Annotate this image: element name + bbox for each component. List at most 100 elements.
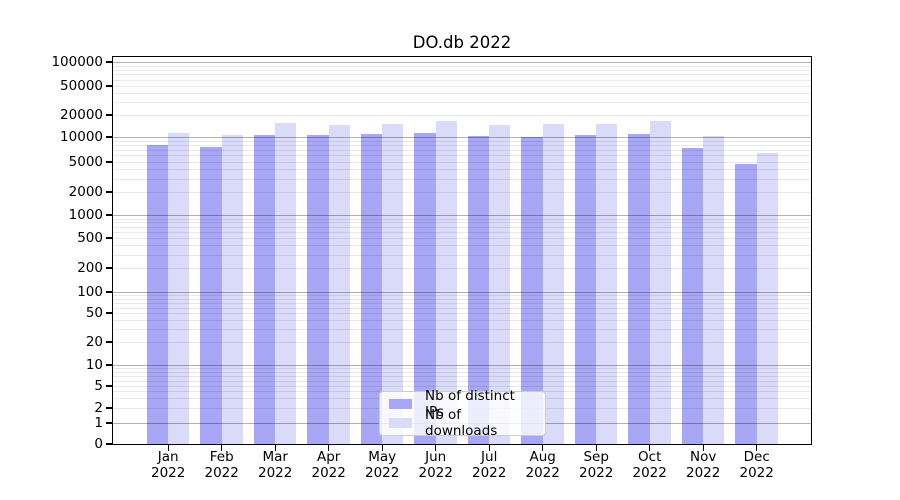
bar-downloads-jun: [435, 120, 457, 444]
gridline-minor: [113, 69, 811, 71]
chart-title: DO.db 2022: [412, 33, 512, 52]
y-axis-tick: [106, 443, 113, 445]
y-tick-label: 2000: [68, 184, 103, 200]
x-axis-tick: [756, 444, 758, 451]
x-axis-tick: [274, 444, 276, 451]
gridline-minor: [113, 102, 811, 104]
bar-distinct-ips-mar: [253, 134, 276, 444]
bar-distinct-ips-nov: [681, 147, 704, 444]
x-tick-label-month: Sep: [583, 449, 609, 465]
y-tick-label: 2: [94, 400, 103, 416]
bar-distinct-ips-jun: [414, 132, 436, 444]
y-tick-label: 20000: [60, 107, 103, 123]
x-tick-label-year: 2022: [632, 464, 667, 481]
legend-item-distinct-ips: Nb of distinct IPs: [389, 388, 536, 420]
x-axis-tick: [488, 444, 490, 451]
bars-layer: [113, 57, 811, 444]
x-tick-label-year: 2022: [739, 464, 774, 481]
x-tick-label: Jul 2022: [447, 449, 531, 481]
x-tick-label-year: 2022: [151, 464, 186, 481]
x-tick-label-month: Jul: [481, 449, 498, 465]
x-tick-label-year: 2022: [472, 464, 507, 481]
y-axis-tick: [106, 191, 113, 193]
x-tick-label: Oct 2022: [608, 449, 692, 481]
legend-swatch-downloads-icon: [389, 417, 412, 428]
x-tick-label-month: Jun: [425, 449, 447, 465]
x-tick-label: Feb 2022: [180, 449, 264, 481]
y-axis-tick: [106, 407, 113, 409]
y-axis-tick: [106, 364, 113, 366]
gridline-minor: [113, 115, 811, 116]
y-tick-label: 1000: [68, 207, 103, 223]
bar-distinct-ips-aug: [521, 137, 543, 444]
legend-swatch-distinct-ips-icon: [389, 399, 412, 410]
y-axis-tick: [106, 385, 113, 387]
gridline-minor: [113, 79, 811, 81]
x-tick-label: Mar 2022: [233, 449, 317, 481]
x-tick-label: May 2022: [340, 449, 424, 481]
y-axis-tick: [106, 114, 113, 116]
y-tick-label: 100: [77, 284, 103, 300]
gridline-major: [113, 62, 811, 64]
x-tick-label-month: Dec: [743, 449, 770, 465]
y-tick-label: 1: [94, 415, 103, 431]
x-tick-label-year: 2022: [418, 464, 453, 481]
x-axis-tick: [435, 444, 437, 451]
x-tick-label-month: Apr: [317, 449, 341, 465]
x-axis-tick: [649, 444, 651, 451]
x-axis-tick: [595, 444, 597, 451]
bar-distinct-ips-jan: [146, 145, 169, 444]
bar-distinct-ips-may: [360, 134, 383, 444]
y-axis-tick: [106, 237, 113, 239]
y-axis-tick: [106, 85, 113, 87]
y-axis-tick: [106, 161, 113, 163]
y-tick-label: 5000: [68, 154, 103, 170]
y-axis-tick: [106, 267, 113, 269]
bar-distinct-ips-sep: [574, 134, 597, 444]
x-tick-label-year: 2022: [525, 464, 560, 481]
y-axis-tick: [106, 422, 113, 424]
gridline-minor: [113, 86, 811, 87]
y-tick-label: 200: [77, 260, 103, 276]
x-axis-tick: [381, 444, 383, 451]
bar-downloads-dec: [756, 152, 778, 444]
y-tick-label: 500: [77, 230, 103, 246]
x-tick-label-year: 2022: [579, 464, 614, 481]
y-axis-tick: [106, 341, 113, 343]
x-tick-label-year: 2022: [204, 464, 239, 481]
bar-distinct-ips-dec: [735, 164, 757, 444]
x-tick-label-month: May: [368, 449, 397, 465]
y-tick-label: 0: [94, 436, 103, 452]
legend-item-downloads: Nb of downloads: [389, 407, 536, 439]
bar-downloads-aug: [542, 124, 564, 444]
bar-downloads-feb: [221, 135, 243, 444]
bar-downloads-sep: [596, 124, 618, 444]
x-axis-tick: [328, 444, 330, 451]
plot-area: Nb of distinct IPs Nb of downloads: [112, 56, 812, 445]
x-tick-label-year: 2022: [686, 464, 721, 481]
x-tick-label-month: Nov: [690, 449, 717, 465]
bar-distinct-ips-oct: [628, 133, 650, 444]
y-tick-label: 50000: [60, 78, 103, 94]
bar-downloads-may: [382, 124, 404, 444]
x-tick-label: Jun 2022: [394, 449, 478, 481]
x-tick-label: Aug 2022: [501, 449, 585, 481]
x-tick-label-month: Mar: [262, 449, 288, 465]
bar-downloads-jul: [489, 124, 511, 444]
y-axis-tick: [106, 291, 113, 293]
x-axis-tick: [702, 444, 704, 451]
bar-downloads-apr: [328, 125, 350, 444]
gridline-minor: [113, 65, 811, 67]
bar-distinct-ips-jul: [467, 136, 490, 444]
bar-distinct-ips-feb: [200, 146, 222, 444]
y-axis-tick: [106, 214, 113, 216]
y-tick-label: 10000: [60, 129, 103, 145]
x-tick-label: Apr 2022: [287, 449, 371, 481]
x-axis-tick: [542, 444, 544, 451]
x-tick-label-month: Aug: [529, 449, 556, 465]
x-tick-label-month: Jan: [157, 449, 179, 465]
x-tick-label: Jan 2022: [126, 449, 210, 481]
legend-label-distinct-ips: Nb of distinct IPs: [425, 388, 515, 421]
x-tick-label-month: Feb: [209, 449, 234, 465]
y-axis-tick: [106, 61, 113, 63]
